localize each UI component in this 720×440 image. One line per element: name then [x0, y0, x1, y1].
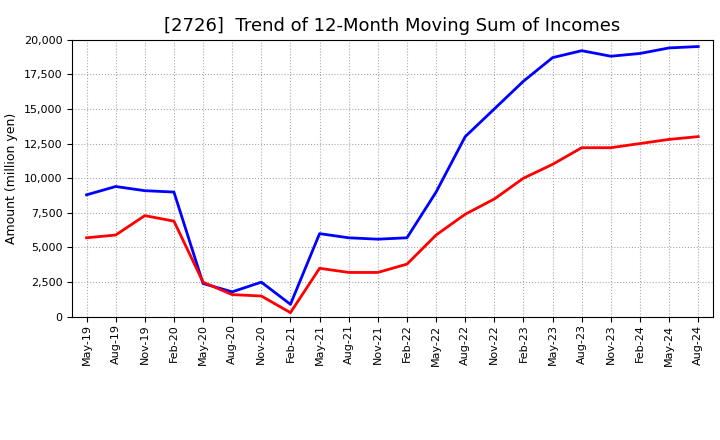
Ordinary Income	[257, 279, 266, 285]
Ordinary Income	[490, 106, 499, 111]
Net Income	[112, 232, 120, 238]
Ordinary Income	[286, 302, 294, 307]
Net Income	[374, 270, 382, 275]
Net Income	[402, 261, 411, 267]
Net Income	[82, 235, 91, 240]
Ordinary Income	[374, 237, 382, 242]
Line: Ordinary Income: Ordinary Income	[86, 47, 698, 304]
Net Income	[344, 270, 353, 275]
Net Income	[548, 161, 557, 167]
Line: Net Income: Net Income	[86, 136, 698, 313]
Net Income	[636, 141, 644, 146]
Ordinary Income	[82, 192, 91, 198]
Ordinary Income	[140, 188, 149, 193]
Ordinary Income	[548, 55, 557, 60]
Net Income	[606, 145, 615, 150]
Net Income	[432, 232, 441, 238]
Net Income	[140, 213, 149, 218]
Ordinary Income	[606, 54, 615, 59]
Net Income	[257, 293, 266, 299]
Net Income	[461, 212, 469, 217]
Ordinary Income	[461, 134, 469, 139]
Net Income	[315, 266, 324, 271]
Y-axis label: Amount (million yen): Amount (million yen)	[5, 113, 18, 244]
Net Income	[694, 134, 703, 139]
Ordinary Income	[577, 48, 586, 53]
Net Income	[286, 310, 294, 315]
Net Income	[199, 279, 207, 285]
Ordinary Income	[112, 184, 120, 189]
Ordinary Income	[636, 51, 644, 56]
Net Income	[519, 176, 528, 181]
Ordinary Income	[432, 189, 441, 194]
Ordinary Income	[199, 281, 207, 286]
Ordinary Income	[344, 235, 353, 240]
Ordinary Income	[694, 44, 703, 49]
Net Income	[170, 219, 179, 224]
Title: [2726]  Trend of 12-Month Moving Sum of Incomes: [2726] Trend of 12-Month Moving Sum of I…	[164, 17, 621, 35]
Net Income	[577, 145, 586, 150]
Net Income	[665, 137, 673, 142]
Ordinary Income	[228, 289, 236, 294]
Ordinary Income	[519, 78, 528, 84]
Ordinary Income	[402, 235, 411, 240]
Net Income	[228, 292, 236, 297]
Ordinary Income	[665, 45, 673, 51]
Net Income	[490, 196, 499, 202]
Ordinary Income	[315, 231, 324, 236]
Ordinary Income	[170, 189, 179, 194]
